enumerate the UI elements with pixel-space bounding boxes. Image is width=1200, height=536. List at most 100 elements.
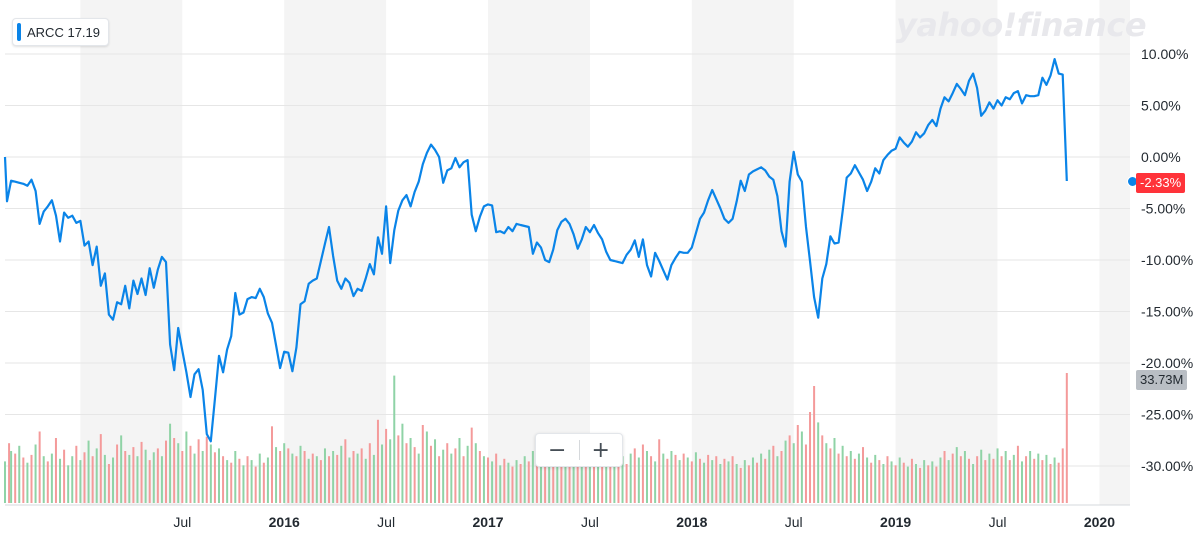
volume-bar [54,438,57,503]
volume-bar [947,460,950,503]
volume-bar [421,425,424,503]
volume-bar [886,456,889,503]
volume-bar [364,458,367,503]
series-color-swatch [17,23,21,41]
volume-bar [853,458,856,503]
volume-bar [393,375,396,503]
volume-bar [849,451,852,503]
volume-bar [213,452,216,503]
volume-bar [120,435,123,503]
volume-bars [4,373,1068,503]
volume-bar [222,456,225,503]
volume-bar [756,462,759,503]
volume-bar [319,460,322,503]
volume-bar [760,453,763,503]
volume-bar [503,458,506,503]
volume-bar [1004,451,1007,503]
volume-bar [670,451,673,503]
volume-bar [246,456,249,503]
y-tick-label: -15.00% [1141,304,1193,320]
volume-bar [26,462,29,503]
volume-bar [99,434,102,503]
volume-bar [205,436,208,503]
volume-bar [250,460,253,503]
volume-bar [645,451,648,503]
x-tick-label: 2016 [269,514,300,530]
shaded-band [284,0,387,505]
volume-bar [923,460,926,503]
volume-bar [50,453,53,503]
volume-bar [874,454,877,503]
volume-bar [454,448,457,503]
volume-bar [315,456,318,503]
volume-bar [511,466,514,503]
volume-bar [654,461,657,503]
zoom-in-button[interactable]: + [580,434,623,466]
volume-bar [132,447,135,503]
volume-bar [34,444,37,503]
volume-bar [535,458,538,503]
volume-bar [14,453,17,503]
volume-bar [169,423,172,503]
volume-bar [1037,453,1040,503]
volume-bar [870,462,873,503]
volume-bar [376,419,379,503]
volume-bar [1000,456,1003,503]
zoom-controls: − + [535,433,623,467]
volume-bar [556,462,559,503]
volume-bar [829,448,832,503]
volume-bar [935,466,938,503]
y-tick-label: -25.00% [1141,407,1193,423]
volume-bar [136,456,139,503]
volume-bar [780,451,783,503]
volume-bar [491,461,494,503]
volume-bar [79,460,82,503]
volume-bar [523,456,526,503]
volume-bar [148,460,151,503]
current-volume-tag: 33.73M [1136,370,1188,390]
current-change-tag: -2.33% [1136,173,1186,193]
volume-bar [499,465,502,503]
volume-bar [462,456,465,503]
volume-bar [662,453,665,503]
volume-bar [641,444,644,503]
volume-bar [792,443,795,503]
volume-bar [323,448,326,503]
volume-bar [348,457,351,503]
volume-bar [813,386,816,503]
volume-bar [768,449,771,503]
volume-bar [572,453,575,503]
volume-bar [275,447,278,503]
volume-bar [1049,464,1052,503]
zoom-out-button[interactable]: − [536,434,579,466]
volume-bar [209,444,212,503]
volume-bar [1008,460,1011,503]
volume-bar [845,456,848,503]
volume-bar [825,443,828,503]
volume-bar [425,431,428,503]
volume-bar [764,458,767,503]
symbol-legend[interactable]: ARCC 17.19 [12,18,110,46]
volume-bar [283,443,286,503]
volume-bar [674,454,677,503]
volume-bar [87,440,90,503]
volume-bar [584,456,587,503]
y-tick-label: 5.00% [1141,98,1181,114]
volume-bar [429,445,432,503]
volume-bar [495,453,498,503]
volume-bar [698,458,701,503]
volume-bar [1041,460,1044,503]
yahoo-finance-logo: yahoo!finance [896,6,1147,44]
volume-bar [258,453,261,503]
volume-bar [254,466,257,503]
volume-bar [234,451,237,503]
volume-bar [919,467,922,503]
volume-bar [173,438,176,503]
volume-bar [703,462,706,503]
volume-bar [185,431,188,503]
price-line [3,58,1068,443]
volume-bar [46,461,49,503]
volume-bar [951,453,954,503]
volume-bar [943,451,946,503]
